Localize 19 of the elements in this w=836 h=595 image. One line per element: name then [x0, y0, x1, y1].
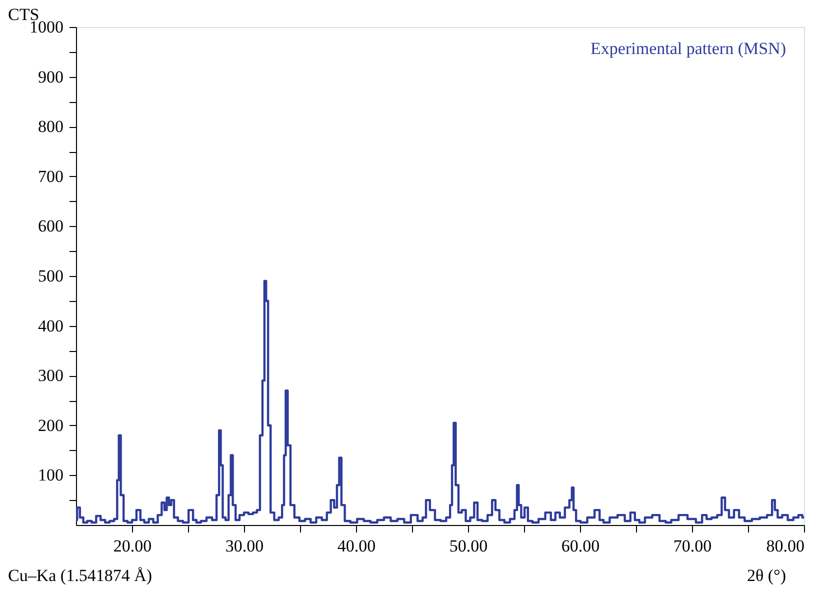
y-tick-label: 500 [38, 266, 64, 286]
y-tick-label: 700 [38, 166, 64, 186]
x-axis-title: 2θ (°) [746, 566, 786, 585]
y-tick-label: 900 [38, 67, 64, 86]
y-tick-label: 300 [38, 366, 64, 386]
text: Experimental pattern (MSN) [590, 39, 786, 58]
y-tick-label: 800 [38, 117, 64, 136]
y-tick-label: 100 [38, 466, 64, 485]
x-tick-label: 30.00 [225, 536, 264, 556]
x-tick-label: 80.00 [766, 536, 804, 556]
x-tick-label: 20.00 [113, 536, 152, 556]
text: Cu–Ka (1.541874 Å) [8, 566, 152, 585]
y-tick-label: 600 [38, 216, 64, 236]
x-tick-label: 60.00 [561, 536, 600, 556]
x-tick-label: 50.00 [449, 536, 488, 556]
y-tick-label: 200 [38, 416, 64, 435]
y-tick-label: 400 [38, 316, 64, 336]
x-tick-label: 40.00 [337, 536, 376, 556]
x-tick-label: 70.00 [673, 536, 712, 556]
